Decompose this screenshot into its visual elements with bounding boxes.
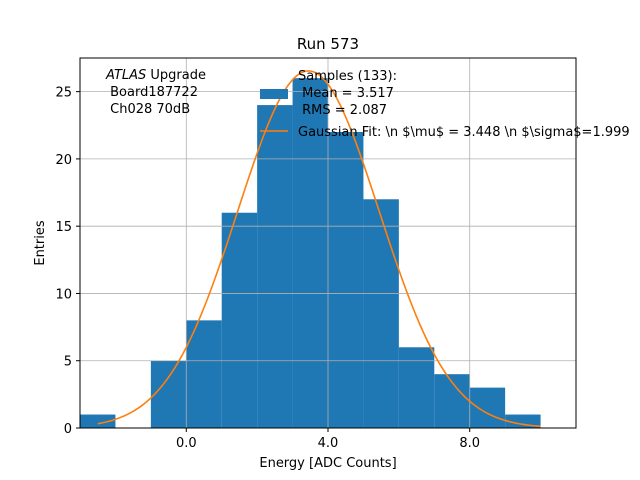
y-tick-label: 20 (55, 153, 72, 168)
histogram-bar (328, 132, 364, 428)
histogram-bar (150, 360, 187, 428)
y-tick-label: 5 (64, 355, 72, 370)
histogram-bar (292, 78, 328, 428)
x-tick-label: 8.0 (459, 436, 480, 451)
atlas-label: ATLAS (105, 68, 146, 83)
histogram-bar (221, 212, 258, 428)
y-tick-label: 25 (55, 86, 72, 101)
histogram-bar (469, 387, 506, 428)
histogram-bar (186, 320, 222, 428)
y-tick-label: 10 (55, 287, 72, 302)
grid (80, 58, 576, 429)
legend: Samples (133): Mean = 3.517 RMS = 2.087 … (260, 69, 630, 140)
annotation-line-1: ATLAS Upgrade (105, 68, 206, 83)
histogram-bar (80, 414, 116, 428)
histogram-bar (505, 414, 541, 428)
x-tick-label: 0.0 (176, 436, 197, 451)
histogram-bar (398, 347, 435, 428)
histogram-bar (363, 199, 399, 428)
legend-swatch-samples (260, 89, 288, 99)
upgrade-label: Upgrade (146, 68, 206, 83)
axis-ticks: 0.0 4.0 8.0 0 5 10 15 20 25 (55, 86, 480, 451)
legend-samples-line-3: RMS = 2.087 (298, 103, 387, 118)
annotation-line-2: Board187722 (106, 85, 198, 100)
y-tick-label: 15 (55, 220, 72, 235)
gaussian-fit-curve (97, 70, 541, 428)
x-tick-label: 4.0 (318, 436, 339, 451)
legend-samples-line-2: Mean = 3.517 (298, 86, 394, 101)
y-tick-label: 0 (64, 422, 72, 437)
annotation-line-3: Ch028 70dB (106, 102, 190, 117)
legend-samples-line-1: Samples (133): (298, 69, 397, 84)
legend-fit-label: Gaussian Fit: \n $\mu$ = 3.448 \n $\sigm… (298, 125, 630, 140)
atlas-annotation: ATLAS Upgrade Board187722 Ch028 70dB (105, 68, 206, 117)
chart-title: Run 573 (297, 35, 359, 53)
x-axis-title: Energy [ADC Counts] (259, 456, 396, 471)
histogram-bar (257, 105, 293, 428)
y-axis-title: Entries (33, 220, 48, 266)
